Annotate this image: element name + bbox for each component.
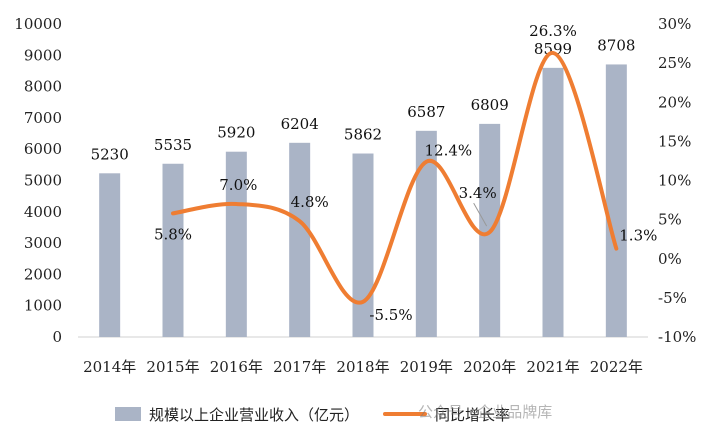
y-left-tick-label: 2000	[24, 265, 62, 283]
y-left-tick-label: 7000	[24, 109, 62, 127]
line-value-label: -5.5%	[369, 306, 412, 324]
y-left-tick-label: 1000	[24, 297, 62, 315]
y-right-tick-label: 30%	[658, 15, 691, 33]
y-right-tick-label: 5%	[658, 211, 682, 229]
line-value-label: 26.3%	[529, 22, 577, 40]
x-tick-label: 2015年	[146, 358, 199, 376]
y-left-tick-label: 10000	[14, 15, 62, 33]
x-tick-label: 2019年	[400, 358, 453, 376]
y-right-tick-label: 20%	[658, 93, 691, 111]
growth-line	[171, 50, 619, 305]
legend-swatch-line	[383, 412, 428, 416]
line-value-label: 5.8%	[154, 225, 192, 243]
line-value-label: 1.3%	[619, 227, 657, 245]
label-leader-line	[473, 202, 488, 227]
line-value-label: 3.4%	[459, 184, 497, 202]
combo-chart: 0 1000 2000 3000 4000 5000 6000 7000 8000 9000 100…	[14, 15, 696, 376]
y-left-tick-label: 3000	[24, 234, 62, 252]
x-tick-label: 2017年	[273, 358, 326, 376]
legend-label-growth: 同比增长率	[435, 405, 511, 424]
x-tick-label: 2016年	[210, 358, 263, 376]
y-right-tick-label: 10%	[658, 172, 691, 190]
y-right-tick-label: 15%	[658, 132, 691, 150]
bar	[352, 153, 374, 337]
bar-value-label: 6809	[471, 96, 509, 114]
legend-item-growth: 同比增长率	[383, 404, 510, 425]
x-tick-label: 2022年	[590, 358, 643, 376]
legend-label-revenue: 规模以上企业营业收入（亿元）	[149, 405, 360, 424]
bar	[542, 67, 564, 337]
bar-value-label: 5535	[154, 136, 192, 154]
y-right-tick-label: 0%	[658, 250, 682, 268]
y-left-tick-label: 6000	[24, 140, 62, 158]
x-tick-label: 2020年	[463, 358, 516, 376]
bar	[289, 142, 311, 337]
y-left-tick-label: 0	[52, 328, 62, 346]
bar-value-label: 5920	[217, 124, 255, 142]
line-value-label: 4.8%	[291, 193, 329, 211]
bar-value-label: 8599	[534, 40, 572, 58]
bar	[162, 163, 184, 337]
bar-value-label: 5230	[91, 145, 129, 163]
watermark: 公众号 · 企业品牌库	[418, 403, 553, 421]
y-right-tick-label: -5%	[658, 289, 687, 307]
bar	[415, 130, 437, 337]
bar	[99, 173, 121, 337]
bar	[225, 151, 247, 337]
legend: 规模以上企业营业收入（亿元） 同比增长率	[115, 402, 534, 426]
y-left-tick-label: 8000	[24, 78, 62, 96]
bar-value-label: 6587	[407, 103, 445, 121]
y-left-tick-label: 9000	[24, 46, 62, 64]
x-tick-label: 2018年	[336, 358, 389, 376]
x-tick-label: 2021年	[526, 358, 579, 376]
y-right-tick-label: 25%	[658, 54, 691, 72]
line-value-label: 7.0%	[219, 176, 257, 194]
bar-value-label: 6204	[281, 115, 319, 133]
y-left-tick-label: 4000	[24, 203, 62, 221]
line-value-label: 12.4%	[425, 142, 473, 160]
legend-item-revenue: 规模以上企业营业收入（亿元）	[115, 404, 359, 425]
bar	[605, 64, 627, 337]
bar-value-label: 8708	[597, 36, 635, 54]
y-right-tick-label: -10%	[658, 328, 696, 346]
x-tick-label: 2014年	[83, 358, 136, 376]
y-left-tick-label: 5000	[24, 172, 62, 190]
bar-value-label: 5862	[344, 126, 382, 144]
legend-swatch-bar	[115, 407, 141, 421]
